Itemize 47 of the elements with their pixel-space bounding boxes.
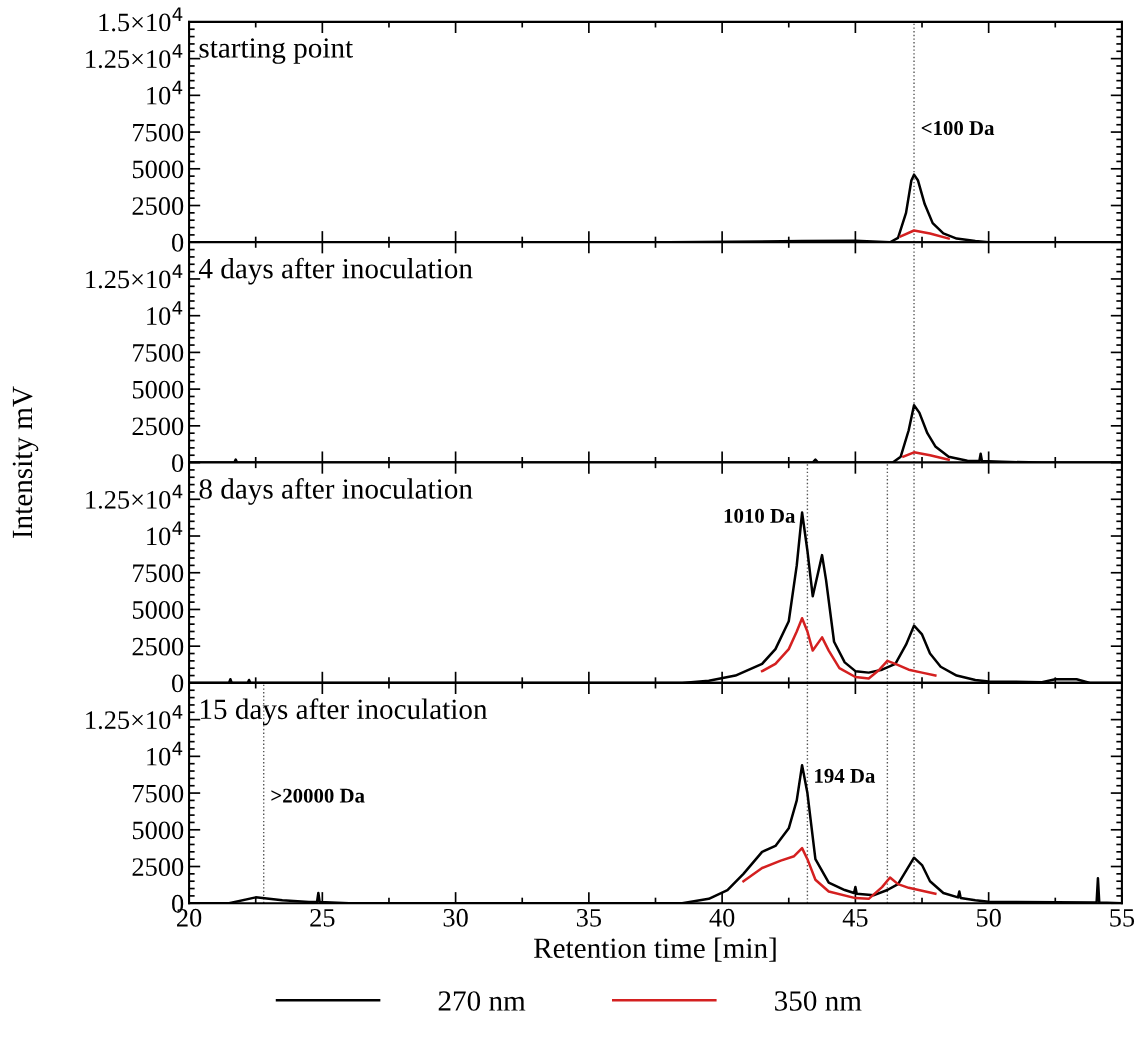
line-series xyxy=(902,451,950,461)
x-tick-label: 45 xyxy=(842,909,868,927)
y-tick-label: 7500 xyxy=(133,123,184,142)
chart-title: 15 days after inoculation xyxy=(200,698,488,726)
ref-line-label: 194 Da xyxy=(815,768,876,783)
ref-line-label: <100 Da xyxy=(921,121,995,136)
y-tick-label: 7500 xyxy=(133,344,184,362)
y-tick-label: 2500 xyxy=(132,417,184,436)
ref-line-label: 1010 Da xyxy=(724,508,796,523)
legend-label: 350 nm xyxy=(775,991,862,1011)
chart-title: starting point xyxy=(199,38,353,64)
y-tick-label: 10$^{4}$ xyxy=(147,741,183,766)
y-tick-label: 7500 xyxy=(133,784,184,803)
line-series xyxy=(742,846,937,901)
line-series xyxy=(760,617,937,680)
y-tick-label: 10$^{4}$ xyxy=(147,80,183,105)
y-tick-label: 10$^{4}$ xyxy=(147,301,183,325)
x-tick-label: 55 xyxy=(1110,909,1135,927)
y-tick-label: 10$^{4}$ xyxy=(147,521,183,546)
y-tick-label: 5000 xyxy=(132,821,184,840)
x-tick-label: 25 xyxy=(310,908,335,927)
y-tick-label: 1.5×10$^{4}$ xyxy=(99,7,183,32)
x-tick-label: 50 xyxy=(976,908,1001,927)
y-tick-label: 0 xyxy=(172,674,184,693)
y-tick-label: 0 xyxy=(172,233,184,252)
y-tick-label: 5000 xyxy=(132,601,184,619)
y-tick-label: 1.25×10$^{4}$ xyxy=(86,44,183,69)
x-tick-label: 35 xyxy=(576,908,602,927)
y-tick-label: 2500 xyxy=(132,197,184,215)
x-axis-title: Retention time [min] xyxy=(534,937,776,962)
x-tick-label: 40 xyxy=(709,908,735,927)
chart-title: 8 days after inoculation xyxy=(199,477,473,505)
y-tick-label: 1.25×10$^{4}$ xyxy=(86,705,183,730)
ref-line-label: >20000 Da xyxy=(271,788,365,803)
y-tick-label: 1.25×10$^{4}$ xyxy=(86,484,183,509)
line-series xyxy=(899,229,950,240)
y-tick-label: 7500 xyxy=(133,564,184,583)
y-tick-label: 2500 xyxy=(132,637,184,656)
y-tick-label: 5000 xyxy=(132,160,184,179)
x-tick-label: 30 xyxy=(443,908,468,927)
y-axis-title: Intensity mV xyxy=(12,386,39,539)
y-tick-label: 1.25×10$^{4}$ xyxy=(86,264,183,289)
y-tick-label: 5000 xyxy=(132,380,184,399)
chart-title: 4 days after inoculation xyxy=(198,257,473,285)
y-tick-label: 0 xyxy=(172,454,184,472)
legend-label: 270 nm xyxy=(438,991,526,1011)
y-tick-label: 2500 xyxy=(132,858,184,876)
